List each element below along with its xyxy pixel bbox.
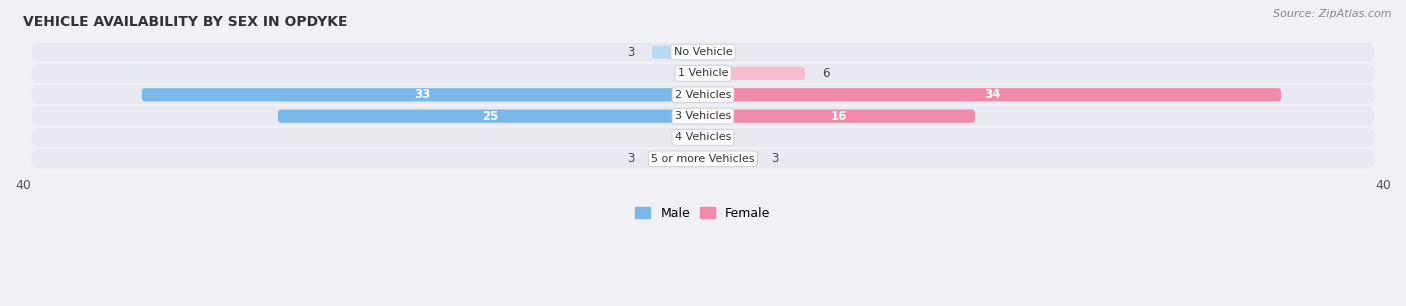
Text: 0: 0	[679, 131, 686, 144]
Text: 3 Vehicles: 3 Vehicles	[675, 111, 731, 121]
FancyBboxPatch shape	[652, 46, 703, 59]
FancyBboxPatch shape	[703, 152, 754, 166]
FancyBboxPatch shape	[31, 128, 1375, 147]
FancyBboxPatch shape	[652, 152, 703, 166]
FancyBboxPatch shape	[31, 85, 1375, 104]
Text: 34: 34	[984, 88, 1000, 101]
Text: 6: 6	[823, 67, 830, 80]
Text: VEHICLE AVAILABILITY BY SEX IN OPDYKE: VEHICLE AVAILABILITY BY SEX IN OPDYKE	[22, 15, 347, 29]
FancyBboxPatch shape	[703, 67, 806, 80]
Text: 3: 3	[770, 152, 779, 165]
Text: Source: ZipAtlas.com: Source: ZipAtlas.com	[1274, 9, 1392, 19]
FancyBboxPatch shape	[31, 149, 1375, 168]
FancyBboxPatch shape	[31, 107, 1375, 125]
FancyBboxPatch shape	[31, 64, 1375, 83]
Text: 2 Vehicles: 2 Vehicles	[675, 90, 731, 100]
Text: 33: 33	[415, 88, 430, 101]
Text: 0: 0	[720, 46, 727, 58]
FancyBboxPatch shape	[703, 110, 974, 123]
FancyBboxPatch shape	[142, 88, 703, 101]
Text: 0: 0	[720, 131, 727, 144]
Text: 16: 16	[831, 110, 848, 123]
Text: 4 Vehicles: 4 Vehicles	[675, 132, 731, 143]
Text: 3: 3	[627, 46, 636, 58]
Text: 5 or more Vehicles: 5 or more Vehicles	[651, 154, 755, 164]
Text: 1 Vehicle: 1 Vehicle	[678, 69, 728, 78]
Text: 3: 3	[627, 152, 636, 165]
Text: 0: 0	[679, 67, 686, 80]
FancyBboxPatch shape	[703, 88, 1281, 101]
Text: 25: 25	[482, 110, 499, 123]
Text: No Vehicle: No Vehicle	[673, 47, 733, 57]
Legend: Male, Female: Male, Female	[630, 202, 776, 225]
FancyBboxPatch shape	[31, 43, 1375, 62]
FancyBboxPatch shape	[278, 110, 703, 123]
